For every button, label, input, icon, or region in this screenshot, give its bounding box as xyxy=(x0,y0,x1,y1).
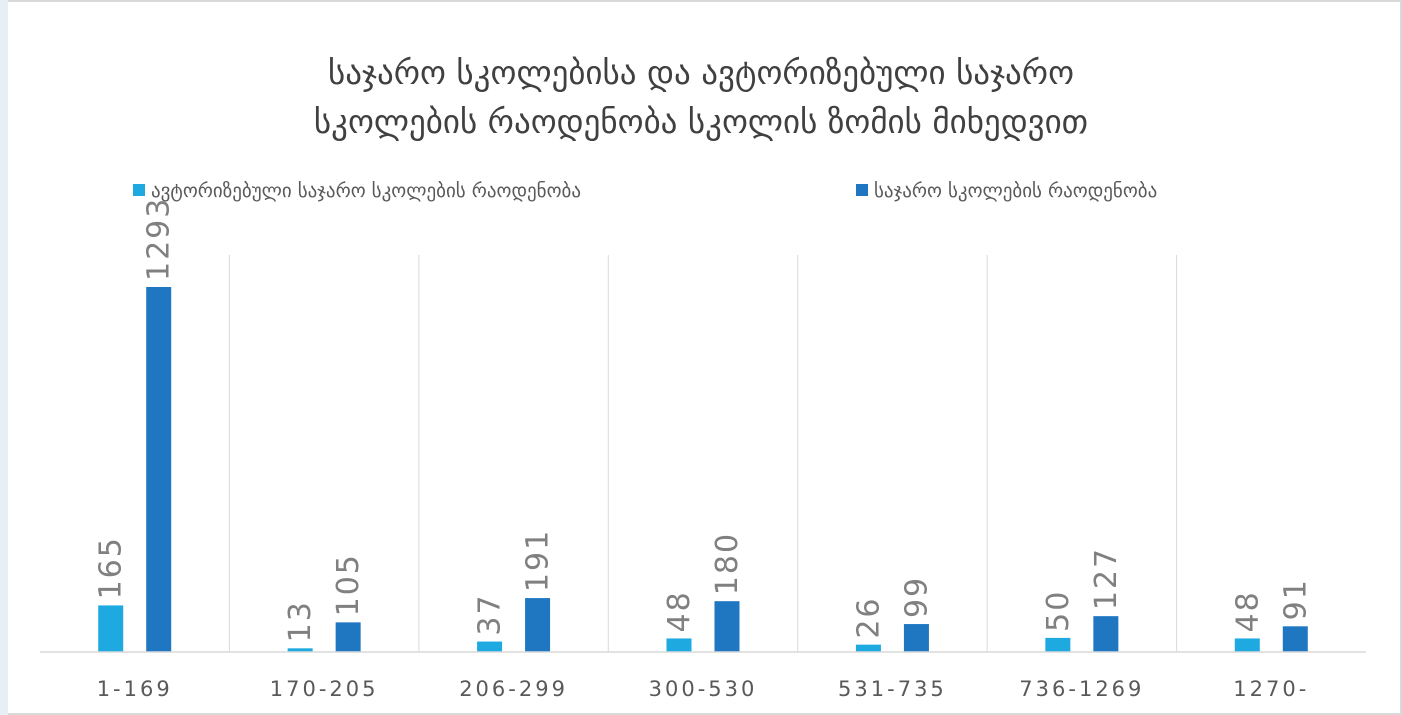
x-tick-label-300-530: 300-530 xyxy=(649,677,758,701)
legend-label-public: საჯარო სკოლების რაოდენობა xyxy=(874,180,1157,202)
x-tick-label-1-169: 1-169 xyxy=(97,677,173,701)
x-tick-label-531-735: 531-735 xyxy=(838,677,947,701)
category-separators xyxy=(228,255,1178,652)
bar-authorized-1-169 xyxy=(98,605,124,652)
bar-authorized-300-530 xyxy=(666,638,692,652)
data-label-authorized-1270-: 48 xyxy=(1230,590,1265,632)
x-tick-label-206-299: 206-299 xyxy=(459,677,568,701)
bar-authorized-1270- xyxy=(1234,638,1260,652)
data-label-authorized-300-530: 48 xyxy=(662,590,697,632)
data-label-public-170-205: 105 xyxy=(331,553,366,616)
data-label-authorized-736-1269: 50 xyxy=(1041,590,1076,632)
bar-authorized-736-1269 xyxy=(1045,637,1071,652)
legend: ავტორიზებული საჯარო სკოლების რაოდენობა ს… xyxy=(133,180,1157,202)
legend-swatch-public xyxy=(856,184,868,196)
bar-public-300-530 xyxy=(714,601,740,652)
x-tick-label-170-205: 170-205 xyxy=(270,677,379,701)
x-tick-label-736-1269: 736-1269 xyxy=(1019,677,1144,701)
x-tick-label-1270-: 1270- xyxy=(1233,677,1309,701)
data-label-public-300-530: 180 xyxy=(710,532,745,595)
bar-authorized-170-205 xyxy=(287,648,313,652)
data-label-authorized-170-205: 13 xyxy=(283,600,318,642)
bar-public-1-169 xyxy=(146,287,172,652)
data-label-public-531-735: 99 xyxy=(899,576,934,618)
data-label-public-1270-: 91 xyxy=(1278,578,1313,620)
data-labels: 165 1293 13 105 37 191 48 180 26 99 50 127 48 91 xyxy=(94,197,1314,643)
data-label-authorized-531-735: 26 xyxy=(851,596,886,638)
data-label-authorized-206-299: 37 xyxy=(473,593,508,635)
bar-public-1270- xyxy=(1282,626,1308,652)
x-axis-tick-labels: 1-169 170-205 206-299 300-530 531-735 736-126… xyxy=(97,677,1309,701)
legend-label-authorized: ავტორიზებული საჯარო სკოლების რაოდენობა xyxy=(151,180,581,202)
bar-public-170-205 xyxy=(335,622,361,652)
data-label-public-1-169: 1293 xyxy=(142,197,177,281)
legend-swatch-authorized xyxy=(133,184,145,196)
data-label-public-736-1269: 127 xyxy=(1089,547,1124,610)
bar-public-206-299 xyxy=(525,598,551,652)
bar-public-531-735 xyxy=(903,624,929,652)
data-label-public-206-299: 191 xyxy=(521,529,556,592)
bar-authorized-531-735 xyxy=(855,644,881,652)
bars xyxy=(98,287,1308,652)
bar-public-736-1269 xyxy=(1093,616,1119,652)
chart-title-line-2: სკოლების რაოდენობა სკოლის ზომის მიხედვით xyxy=(314,102,1088,141)
chart-title-line-1: საჯარო სკოლებისა და ავტორიზებული საჯარო xyxy=(328,53,1074,92)
chart-left-accent xyxy=(0,0,8,715)
data-label-authorized-1-169: 165 xyxy=(94,536,129,599)
bar-authorized-206-299 xyxy=(477,641,503,652)
